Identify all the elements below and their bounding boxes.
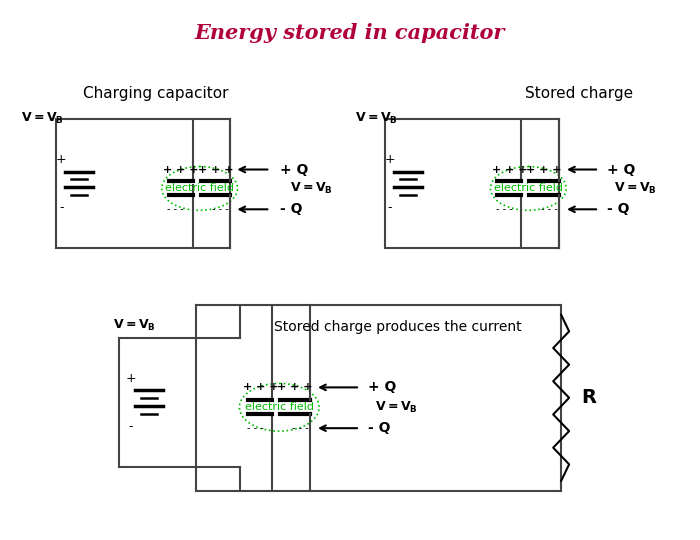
Text: -: - — [59, 201, 64, 214]
Text: + + +: + + + — [526, 165, 562, 174]
Text: - - -: - - - — [541, 204, 558, 214]
Text: electric field: electric field — [245, 402, 314, 413]
Text: +: + — [384, 153, 395, 166]
Text: $\mathbf{V = V_B}$: $\mathbf{V = V_B}$ — [113, 318, 155, 333]
Text: - Q: - Q — [368, 421, 391, 435]
Text: $\mathbf{V = V_B}$: $\mathbf{V = V_B}$ — [290, 181, 333, 196]
Text: -: - — [388, 201, 392, 214]
Text: +: + — [56, 153, 66, 166]
Text: $\mathbf{V = V_B}$: $\mathbf{V = V_B}$ — [375, 400, 418, 415]
Text: Energy stored in capacitor: Energy stored in capacitor — [195, 23, 505, 43]
Text: + + +: + + + — [243, 382, 278, 393]
Text: - Q: - Q — [607, 202, 629, 217]
Text: + Q: + Q — [368, 380, 396, 394]
Text: $\mathbf{V = V_B}$: $\mathbf{V = V_B}$ — [355, 111, 398, 126]
Text: + + +: + + + — [491, 165, 527, 174]
Text: + Q: + Q — [607, 163, 636, 177]
Text: - - -: - - - — [247, 423, 264, 433]
Text: Charging capacitor: Charging capacitor — [83, 86, 228, 101]
Text: - - -: - - - — [167, 204, 184, 214]
Text: Stored charge produces the current: Stored charge produces the current — [274, 320, 522, 334]
Text: R: R — [581, 388, 596, 407]
Text: + + +: + + + — [277, 382, 313, 393]
Text: + + +: + + + — [198, 165, 233, 174]
Text: Stored charge: Stored charge — [525, 86, 633, 101]
Text: - - -: - - - — [496, 204, 513, 214]
Text: -: - — [129, 420, 133, 433]
Text: $\mathbf{V = V_B}$: $\mathbf{V = V_B}$ — [21, 111, 64, 126]
Text: electric field: electric field — [494, 184, 563, 193]
Text: + Q: + Q — [280, 163, 309, 177]
Text: - - -: - - - — [292, 423, 309, 433]
Text: electric field: electric field — [165, 184, 234, 193]
Text: + + +: + + + — [163, 165, 198, 174]
Text: - - -: - - - — [212, 204, 229, 214]
Text: - Q: - Q — [280, 202, 303, 217]
Text: +: + — [125, 372, 136, 385]
Text: $\mathbf{V = V_B}$: $\mathbf{V = V_B}$ — [614, 181, 657, 196]
